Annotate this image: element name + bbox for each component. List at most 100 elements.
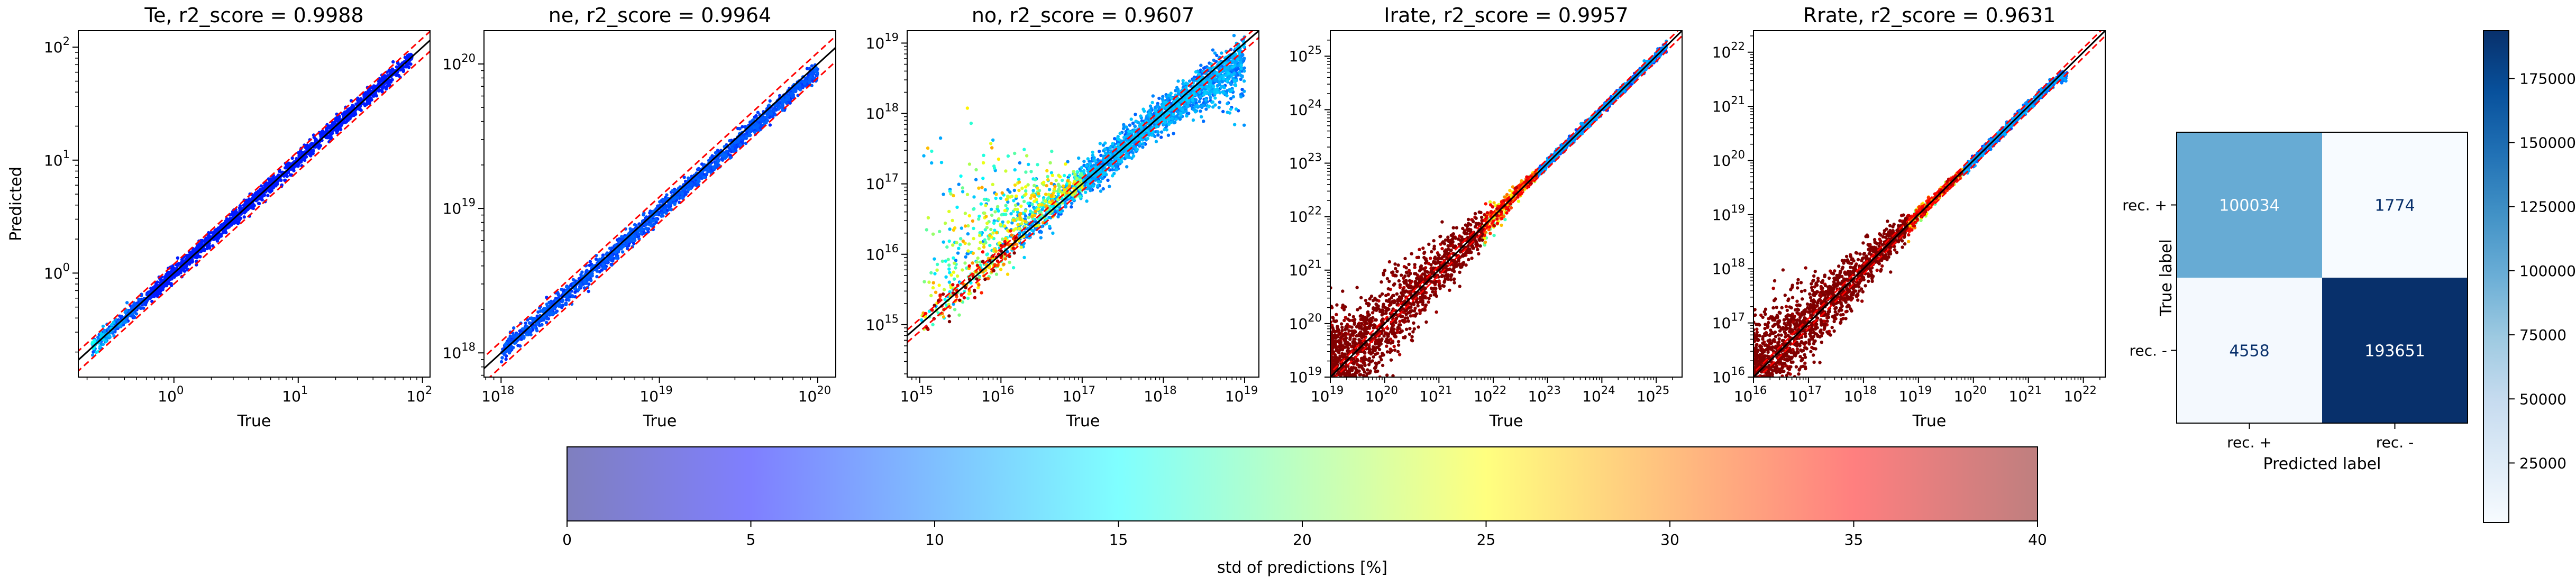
tick-base: 10: [443, 56, 462, 73]
scatter-point: [146, 291, 150, 296]
scatter-point: [1133, 124, 1137, 129]
identity-line: [78, 39, 430, 361]
scatter-point: [753, 130, 757, 134]
scatter-point: [334, 118, 337, 122]
scatter-point: [780, 104, 784, 108]
scatter-point: [1096, 184, 1100, 188]
scatter-point: [810, 64, 814, 68]
scatter-point: [622, 244, 625, 248]
scatter-point: [1155, 105, 1159, 109]
scatter-point: [689, 183, 693, 187]
scatter-point: [1239, 58, 1243, 61]
scatter-point: [1229, 97, 1233, 100]
scatter-point: [580, 270, 584, 274]
scatter-point: [404, 65, 408, 69]
scatter-point: [768, 123, 772, 127]
scatter-point: [1231, 95, 1235, 99]
scatter-point: [614, 250, 618, 254]
scatter-point: [636, 232, 640, 235]
scatter-point: [1098, 150, 1101, 153]
scatter-point: [648, 223, 652, 227]
scatter-point: [104, 340, 108, 343]
scatter-point: [339, 124, 343, 127]
scatter-point: [811, 79, 815, 83]
scatter-point: [230, 222, 234, 225]
scatter-point: [762, 117, 765, 121]
scatter-point: [334, 129, 338, 132]
scatter-point: [812, 76, 816, 80]
scatter-point: [1039, 230, 1043, 234]
scatter-point: [765, 115, 769, 119]
scatter-point: [521, 334, 525, 338]
scatter-point: [777, 107, 781, 111]
scatter-point: [712, 165, 716, 169]
scatter-point: [380, 88, 384, 91]
scatter-point: [246, 201, 250, 205]
scatter-point: [538, 306, 542, 310]
scatter-point: [1240, 75, 1244, 79]
scatter-point: [231, 212, 234, 216]
reference-lines: [78, 31, 430, 372]
scatter-point: [131, 314, 135, 318]
scatter-point: [1018, 161, 1022, 165]
scatter-point: [1125, 165, 1129, 169]
scatter-point: [350, 114, 354, 118]
plot-frame: [78, 30, 431, 378]
minor-ticks: [481, 70, 811, 380]
scatter-point: [1012, 188, 1017, 193]
scatter-point: [394, 72, 397, 77]
scatter-point: [767, 103, 771, 107]
scatter-point: [671, 189, 674, 193]
scatter-point: [637, 229, 641, 233]
scatter-point: [780, 99, 784, 103]
scatter-point: [512, 326, 516, 330]
scatter-point: [156, 294, 159, 298]
scatter-point: [219, 232, 223, 236]
scatter-point: [520, 327, 524, 331]
scatter-point: [732, 149, 736, 153]
scatter-point: [603, 266, 607, 270]
scatter-point: [253, 191, 258, 195]
scatter-point: [1218, 81, 1221, 86]
scatter-point: [660, 211, 664, 215]
error-band-line: [78, 31, 430, 352]
scatter-point: [673, 203, 677, 206]
scatter-point: [327, 136, 331, 140]
scatter-point: [165, 273, 169, 277]
scatter-point: [535, 322, 539, 326]
scatter-point: [766, 111, 770, 115]
scatter-point: [305, 143, 309, 147]
scatter-point: [547, 300, 551, 305]
scatter-point: [1153, 134, 1157, 139]
scatter-point: [359, 108, 363, 112]
scatter-point: [627, 239, 631, 243]
scatter-point: [637, 237, 641, 241]
scatter-point: [1115, 168, 1119, 172]
tick-exponent: 0: [63, 261, 70, 273]
scatter-point: [571, 295, 575, 299]
scatter-point: [134, 312, 139, 316]
scatter-point: [741, 136, 744, 140]
scatter-point: [533, 325, 536, 329]
scatter-point: [367, 97, 371, 100]
scatter-point: [1141, 142, 1145, 146]
scatter-point: [151, 286, 155, 290]
scatter-point: [1128, 123, 1132, 127]
scatter-point: [561, 298, 565, 302]
scatter-point: [938, 136, 943, 140]
scatter-point: [565, 294, 569, 298]
scatter-point: [1225, 94, 1229, 98]
scatter-point: [364, 103, 368, 106]
scatter-point: [1141, 138, 1145, 142]
scatter-point: [1159, 135, 1163, 139]
scatter-point: [642, 213, 645, 217]
scatter-point: [125, 301, 129, 305]
scatter-point: [238, 208, 242, 212]
tick-exponent: 1: [63, 148, 70, 161]
scatter-point: [211, 244, 215, 248]
scatter-point: [285, 163, 288, 168]
x-axis-label: True: [643, 412, 677, 431]
